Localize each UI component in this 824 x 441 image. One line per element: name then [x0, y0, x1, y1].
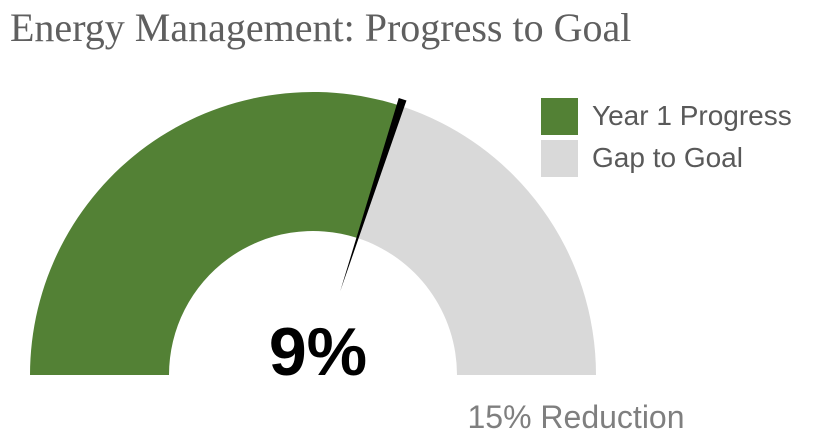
gauge-segment-progress: [30, 91, 401, 376]
legend-label-progress: Year 1 Progress: [592, 100, 792, 131]
gauge-segments: [30, 91, 596, 376]
gauge-segment-gap: [357, 105, 596, 375]
legend-item-progress: Year 1 Progress: [541, 97, 792, 135]
gauge-needle: [340, 97, 407, 292]
legend-swatch-gap: [541, 139, 578, 177]
goal-label: 15% Reduction: [467, 399, 684, 435]
legend: Year 1 Progress Gap to Goal: [541, 97, 792, 181]
center-value-label: 9%: [269, 314, 367, 390]
chart-title: Energy Management: Progress to Goal: [10, 5, 632, 50]
gauge-needle-group: [340, 97, 407, 292]
legend-swatch-progress: [541, 97, 578, 135]
legend-label-gap: Gap to Goal: [592, 142, 743, 173]
legend-item-gap: Gap to Goal: [541, 139, 792, 177]
